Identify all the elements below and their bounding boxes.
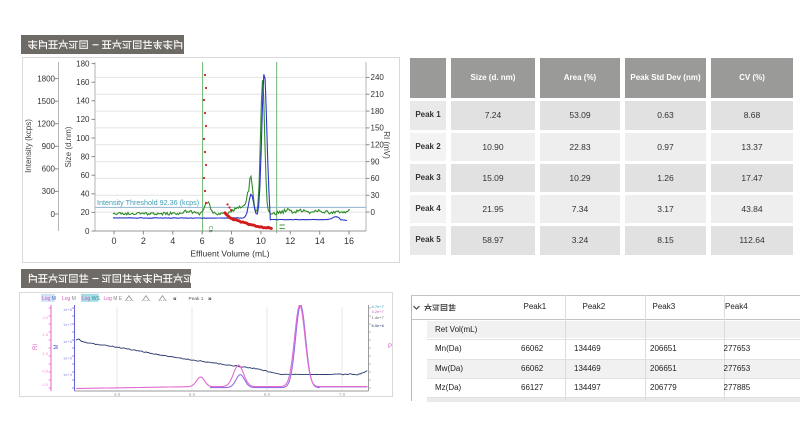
svg-text:1.4e+7: 1.4e+7 xyxy=(372,315,385,320)
svg-text:120: 120 xyxy=(76,115,90,124)
svg-text:Log WS: Log WS xyxy=(82,296,100,302)
svg-text:160: 160 xyxy=(76,78,90,87)
svg-text:14: 14 xyxy=(315,236,325,246)
svg-text:600: 600 xyxy=(42,165,56,174)
svg-text:16: 16 xyxy=(344,236,354,246)
svg-text:1500: 1500 xyxy=(37,97,55,106)
svg-text:1200: 1200 xyxy=(37,120,55,129)
svg-text:Intensity Threshold 92.36 (kcp: Intensity Threshold 92.36 (kcps) xyxy=(97,198,199,207)
svg-text:240: 240 xyxy=(371,73,385,82)
svg-text:300: 300 xyxy=(42,187,56,196)
svg-text:180: 180 xyxy=(371,107,385,116)
svg-text:M: M xyxy=(54,345,60,350)
svg-text:180: 180 xyxy=(76,59,90,68)
svg-text:Log M: Log M xyxy=(62,296,76,302)
svg-text:4.7e+7: 4.7e+7 xyxy=(372,304,385,309)
svg-text:2.0: 2.0 xyxy=(42,315,48,320)
svg-text:1e+6: 1e+6 xyxy=(63,339,73,344)
svg-text:140: 140 xyxy=(76,97,90,106)
svg-text:Log M E: Log M E xyxy=(104,296,123,302)
svg-text:90: 90 xyxy=(371,157,380,166)
svg-text:2: 2 xyxy=(141,236,146,246)
svg-text:900: 900 xyxy=(42,142,56,151)
svg-text:1800: 1800 xyxy=(37,74,55,83)
svg-text:1.0: 1.0 xyxy=(42,351,48,356)
svg-text:20: 20 xyxy=(81,208,90,217)
svg-text:»: » xyxy=(208,296,212,303)
svg-text:30: 30 xyxy=(371,191,380,200)
svg-text:60: 60 xyxy=(81,171,90,180)
svg-text:80: 80 xyxy=(81,152,90,161)
svg-text:P: P xyxy=(388,344,392,350)
svg-text:6.0e+6: 6.0e+6 xyxy=(372,323,385,328)
svg-text:6.0: 6.0 xyxy=(264,392,271,397)
svg-text:4: 4 xyxy=(170,236,175,246)
svg-text:150: 150 xyxy=(371,124,385,133)
svg-text:210: 210 xyxy=(371,90,385,99)
svg-text:8: 8 xyxy=(229,236,234,246)
svg-text:40: 40 xyxy=(81,190,90,199)
svg-text:Effluent Volume (mL): Effluent Volume (mL) xyxy=(190,249,269,259)
svg-text:0: 0 xyxy=(371,208,376,217)
svg-text:1.5: 1.5 xyxy=(42,332,48,337)
svg-text:Intensity (kcps): Intensity (kcps) xyxy=(24,119,33,173)
svg-text:1e+4: 1e+4 xyxy=(63,372,73,377)
svg-text:4.0: 4.0 xyxy=(114,392,121,397)
svg-text:RI: RI xyxy=(33,344,39,350)
svg-text:1e+8: 1e+8 xyxy=(63,307,73,312)
svg-text:12: 12 xyxy=(285,236,295,246)
svg-text:0: 0 xyxy=(51,210,56,219)
svg-text:4.2e+7: 4.2e+7 xyxy=(372,309,385,314)
svg-text:7.0: 7.0 xyxy=(339,392,346,397)
svg-text:Log M: Log M xyxy=(42,296,56,302)
svg-text:100: 100 xyxy=(76,134,90,143)
svg-text:Peak 1: Peak 1 xyxy=(189,296,204,302)
svg-text:«: « xyxy=(173,296,177,303)
svg-text:0.5: 0.5 xyxy=(42,369,48,374)
svg-text:1e+7: 1e+7 xyxy=(63,322,73,327)
svg-text:1e+5: 1e+5 xyxy=(63,356,73,361)
svg-text:Ch: Ch xyxy=(207,226,213,233)
svg-text:RI (mV): RI (mV) xyxy=(382,131,391,159)
svg-text:0: 0 xyxy=(85,227,90,236)
svg-text:0: 0 xyxy=(111,236,116,246)
svg-text:Size (d.nm): Size (d.nm) xyxy=(64,126,73,167)
svg-text:120: 120 xyxy=(371,141,385,150)
svg-text:60: 60 xyxy=(371,174,380,183)
svg-text:0.0: 0.0 xyxy=(42,382,48,387)
svg-text:10: 10 xyxy=(256,236,266,246)
svg-text:5.0: 5.0 xyxy=(189,392,196,397)
svg-text:6: 6 xyxy=(200,236,205,246)
